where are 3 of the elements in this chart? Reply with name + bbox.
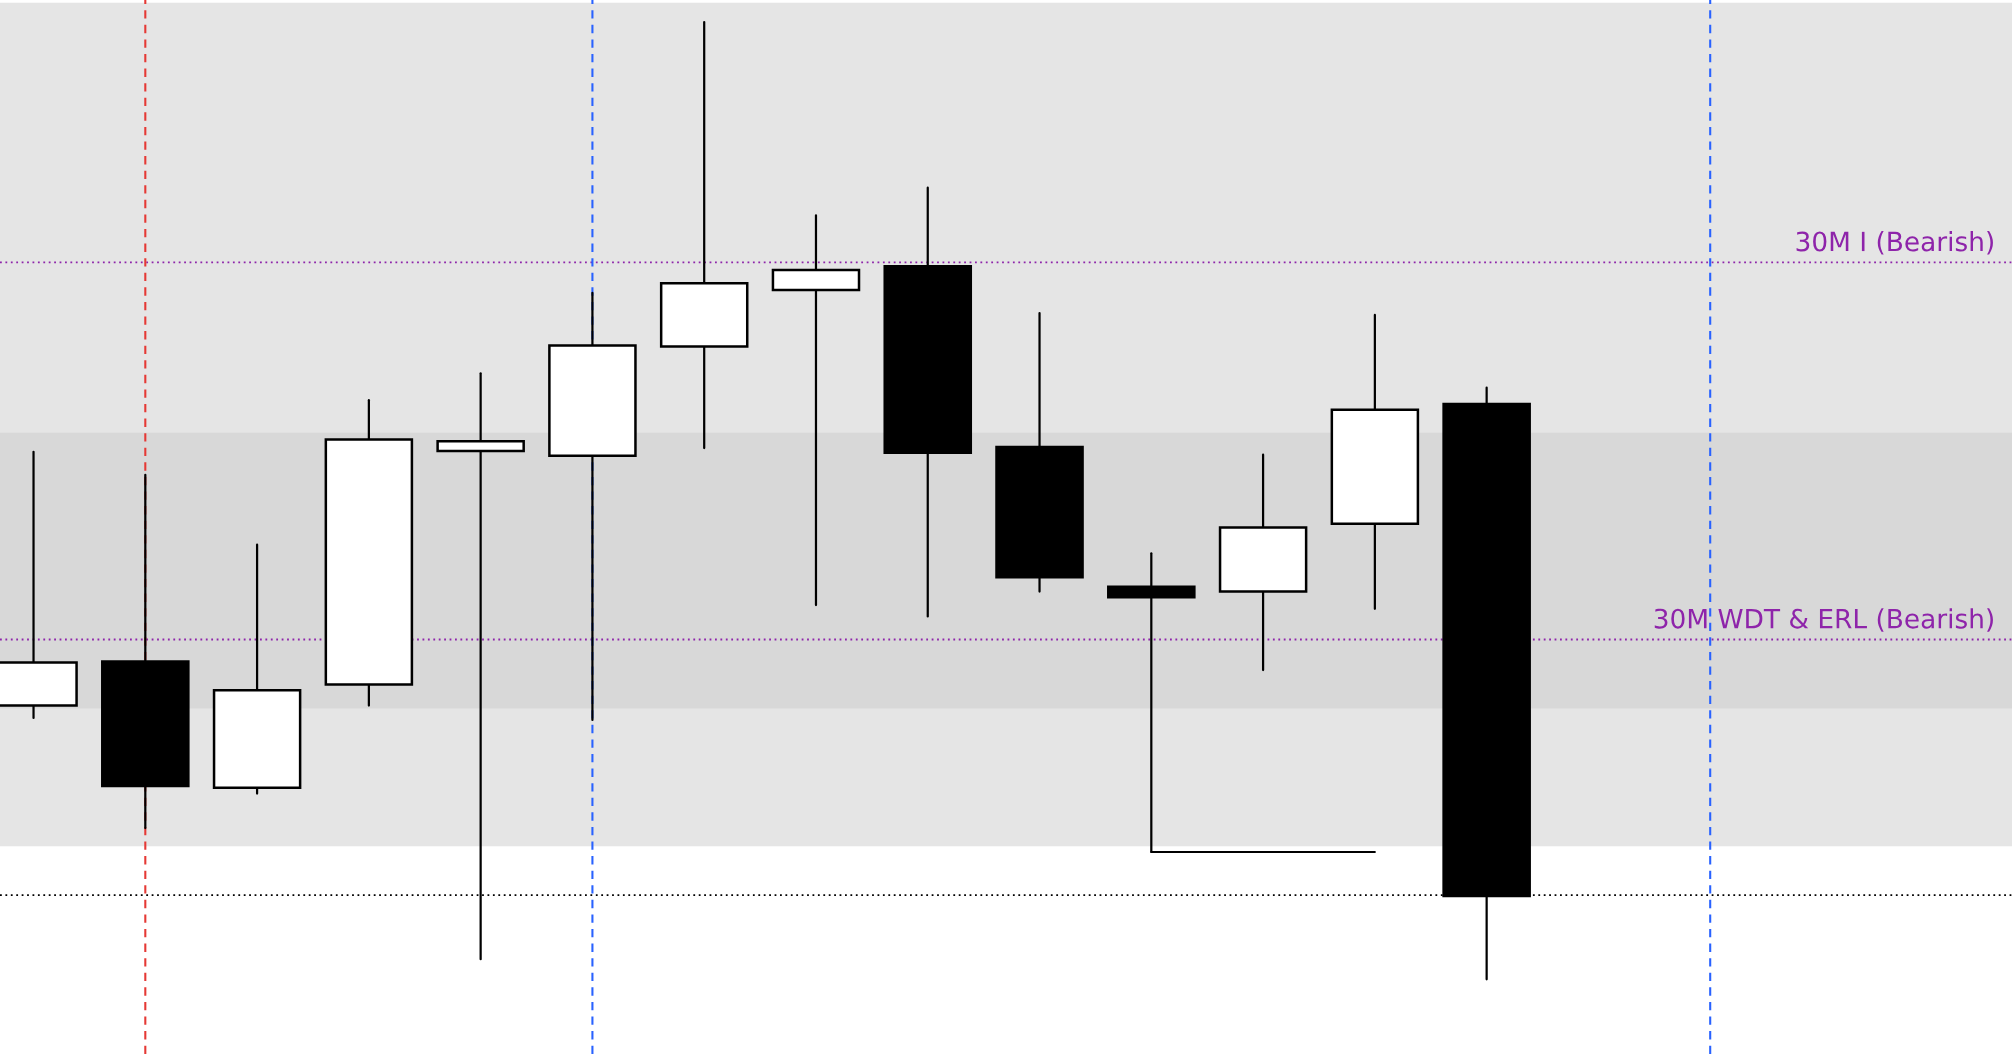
ref-line-label: 30M WDT & ERL (Bearish) [1654,608,1993,632]
candlestick [771,214,861,607]
ref-line-label: 30M I (Bearish) [1796,231,1993,255]
